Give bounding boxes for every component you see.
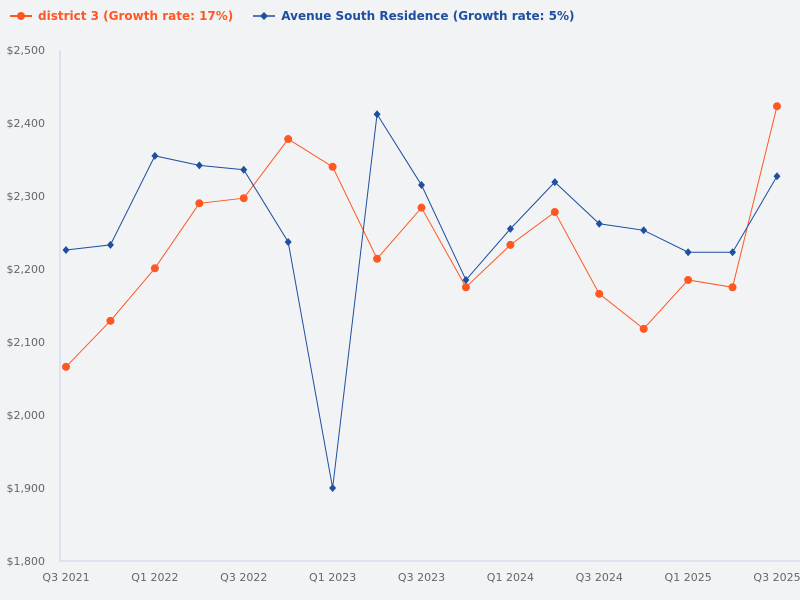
data-point <box>195 161 203 170</box>
data-point <box>595 289 604 298</box>
data-point <box>329 484 337 492</box>
y-tick-label: $2,200 <box>7 263 46 276</box>
y-tick-label: $2,500 <box>7 44 46 57</box>
x-tick-label: Q1 2025 <box>665 571 712 584</box>
data-point <box>640 226 648 235</box>
y-tick-label: $2,400 <box>7 117 46 130</box>
legend-item-avenue-south[interactable]: Avenue South Residence (Growth rate: 5%) <box>253 9 575 23</box>
data-point <box>595 219 603 228</box>
data-point <box>729 248 737 257</box>
x-tick-label: Q3 2021 <box>42 571 89 584</box>
data-point <box>773 102 781 111</box>
x-tick-label: Q1 2022 <box>131 571 178 584</box>
data-point <box>684 248 692 257</box>
y-tick-label: $2,300 <box>7 190 46 203</box>
data-point <box>62 362 70 371</box>
x-tick-label: Q3 2022 <box>220 571 267 584</box>
series-line-0 <box>65 106 778 368</box>
data-point <box>639 324 648 333</box>
data-point <box>239 194 248 203</box>
y-tick-label: $1,900 <box>7 482 46 495</box>
data-point <box>62 246 70 255</box>
data-point <box>195 199 204 208</box>
x-tick-label: Q1 2024 <box>487 571 534 584</box>
data-point <box>506 224 514 233</box>
diamond-marker-icon <box>253 12 276 20</box>
data-point <box>551 178 559 187</box>
data-point <box>106 240 114 249</box>
data-point <box>462 275 470 284</box>
data-point <box>106 316 115 325</box>
y-tick-label: $2,000 <box>7 409 46 422</box>
x-tick-label: Q1 2023 <box>309 571 356 584</box>
data-point <box>418 181 425 190</box>
legend-item-district-3[interactable]: district 3 (Growth rate: 17%) <box>10 9 233 23</box>
data-point <box>150 264 159 273</box>
data-point <box>417 203 426 212</box>
y-tick-label: $1,800 <box>7 555 46 568</box>
y-tick-label: $2,100 <box>7 336 46 349</box>
x-tick-label: Q3 2025 <box>753 571 800 584</box>
series-line-1 <box>65 112 778 489</box>
data-point <box>328 162 337 171</box>
legend-label: Avenue South Residence (Growth rate: 5%) <box>281 9 575 23</box>
data-point <box>151 151 159 160</box>
data-point <box>461 283 470 292</box>
data-point <box>373 254 382 263</box>
data-point <box>550 208 559 217</box>
data-point <box>773 172 781 181</box>
data-point <box>284 237 292 246</box>
circle-marker-icon <box>10 12 32 20</box>
x-tick-label: Q3 2024 <box>576 571 623 584</box>
data-point <box>284 135 293 144</box>
data-point <box>728 283 737 292</box>
data-point <box>684 275 693 284</box>
legend-label: district 3 (Growth rate: 17%) <box>38 9 234 23</box>
data-point <box>506 240 515 249</box>
data-point <box>373 110 381 119</box>
x-tick-label: Q3 2023 <box>398 571 445 584</box>
data-point <box>240 165 248 174</box>
legend: district 3 (Growth rate: 17%) Avenue Sou… <box>10 9 575 23</box>
